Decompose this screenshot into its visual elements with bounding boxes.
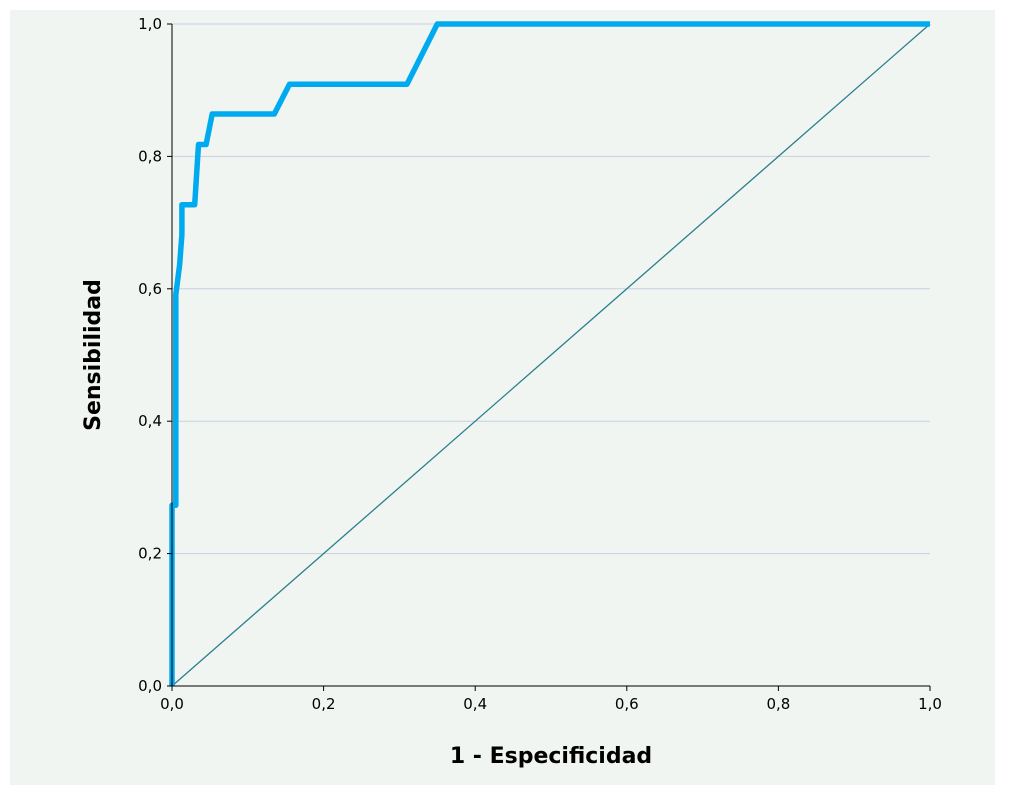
roc-curve [169, 21, 930, 686]
y-tick-label: 1,0 [138, 15, 162, 33]
x-tick-label: 0,8 [766, 695, 790, 713]
reference-diagonal [171, 23, 931, 687]
series-group [169, 21, 931, 687]
y-tick-label: 0,2 [138, 545, 162, 563]
y-tick-label: 0,4 [138, 412, 162, 430]
y-tick-label: 0,8 [138, 147, 162, 165]
y-tick-label: 0,0 [138, 677, 162, 695]
tick-labels: 0,0 0,2 0,4 0,6 0,8 1,0 0,0 0,2 0,4 0,6 0,8 1,0 [138, 15, 942, 713]
x-tick-label: 1,0 [918, 695, 942, 713]
x-tick-label: 0,6 [615, 695, 639, 713]
x-tick-label: 0,4 [463, 695, 487, 713]
y-tick-label: 0,6 [138, 280, 162, 298]
x-tick-label: 0,0 [160, 695, 184, 713]
y-axis-title: Sensibilidad [81, 279, 106, 431]
x-tick-label: 0,2 [312, 695, 336, 713]
axes [167, 23, 931, 691]
x-axis-title: 1 - Especificidad [450, 744, 652, 769]
